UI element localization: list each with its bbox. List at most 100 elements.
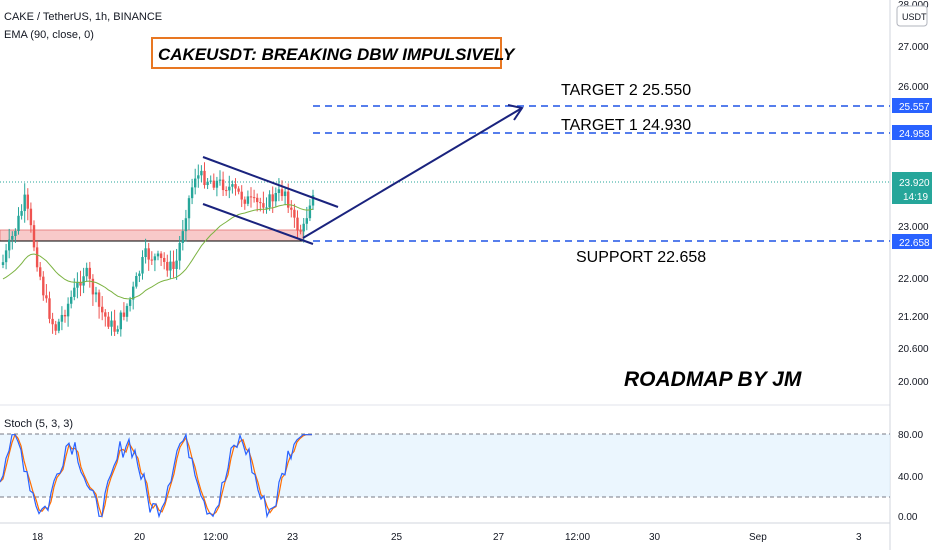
candle-body (246, 196, 250, 204)
candle-body (311, 195, 315, 206)
candle-body (1, 262, 5, 265)
candle-body (203, 170, 206, 186)
projection-arrowhead (507, 104, 524, 121)
candle-body (135, 276, 138, 287)
time-tick: 20 (134, 532, 146, 543)
candle-body (172, 261, 175, 269)
candle-body (243, 199, 246, 204)
time-tick: 25 (391, 532, 403, 543)
candle-body (104, 312, 107, 317)
candle-body (39, 267, 42, 277)
channel-upper-line[interactable] (202, 156, 339, 208)
candle-body (156, 253, 160, 257)
price-tick: 22.000 (898, 274, 929, 285)
candle-body (209, 180, 212, 182)
projection-arrow-line[interactable] (302, 107, 523, 239)
candle-body (262, 203, 265, 208)
candle-body (70, 296, 73, 304)
candle-body (51, 318, 54, 325)
candle-body (215, 180, 219, 188)
candle-body (256, 197, 259, 203)
price-tick: 26.000 (898, 82, 929, 93)
candle-body (178, 242, 181, 261)
candle-body (293, 209, 296, 218)
currency-badge[interactable] (896, 5, 928, 27)
candle-body (175, 260, 178, 269)
time-tick: 12:00 (565, 532, 590, 543)
candle-body (125, 305, 129, 317)
candle-body (23, 194, 26, 212)
current-price-badge-text: 23.920 (899, 178, 930, 189)
currency-badge-text: USDT (902, 12, 927, 22)
title-box[interactable] (151, 37, 502, 69)
candle-body (240, 191, 243, 200)
symbol-legend[interactable]: CAKE / TetherUS, 1h, BINANCE (4, 11, 162, 23)
candle-body (60, 314, 64, 322)
channel-lower-line[interactable] (202, 203, 314, 245)
candle-body (20, 211, 23, 216)
stoch-legend[interactable]: Stoch (5, 3, 3) (4, 418, 73, 430)
support-label: SUPPORT 22.658 (576, 249, 706, 266)
time-tick: 12:00 (203, 532, 228, 543)
candle-body (212, 180, 215, 188)
candle-body (91, 278, 95, 295)
candle-body (66, 303, 70, 317)
candle-body (88, 267, 91, 279)
candle-body (166, 261, 169, 271)
time-axis[interactable]: 18 20 12:00 23 25 27 12:00 30 Sep 3 (32, 532, 862, 543)
candle-body (141, 257, 144, 274)
target1-price-badge-text: 24.958 (899, 129, 930, 140)
stoch-tick: 0.00 (898, 512, 918, 523)
candle-body (14, 231, 17, 237)
candle-body (290, 207, 293, 210)
support-price-badge (892, 234, 932, 249)
candle-body (48, 298, 51, 319)
candle-body (249, 196, 253, 198)
candle-body (128, 299, 132, 306)
candle-body (29, 208, 33, 226)
candle-body (17, 215, 20, 232)
price-tick: 21.200 (898, 312, 929, 323)
candle-body (119, 312, 122, 330)
candle-body (302, 223, 305, 232)
ema-legend[interactable]: EMA (90, close, 0) (4, 29, 94, 41)
candle-body (299, 230, 302, 232)
time-tick: 18 (32, 532, 44, 543)
candle-body (280, 189, 284, 197)
candle-body (225, 190, 228, 192)
candle-body (287, 191, 290, 208)
candle-body (190, 187, 194, 199)
candle-body (107, 316, 110, 327)
target1-label: TARGET 1 24.930 (561, 117, 691, 134)
candle-body (116, 329, 119, 332)
target2-price-badge-text: 25.557 (899, 102, 930, 113)
candle-body (32, 225, 36, 248)
candle-body (271, 194, 274, 202)
candle-body (8, 239, 11, 251)
candle-body (73, 287, 76, 297)
candle-body (283, 191, 287, 197)
candle-body (94, 292, 98, 295)
candle-body (228, 186, 231, 191)
candle-body (184, 218, 188, 232)
candle-body (144, 248, 147, 258)
candle-body (277, 189, 281, 193)
candle-body (150, 259, 153, 261)
candle-body (85, 267, 88, 277)
price-tick: 20.600 (898, 344, 929, 355)
candle-body (259, 202, 262, 204)
candle-body (197, 175, 200, 179)
target2-price-badge (892, 98, 932, 113)
candle-body (132, 286, 135, 300)
candle-body (268, 194, 271, 208)
candle-body (163, 257, 166, 262)
candle-body (265, 207, 268, 209)
candle-body (218, 179, 222, 181)
candle-body (194, 178, 197, 188)
author-label: ROADMAP BY JM (624, 368, 802, 391)
support-zone (0, 229, 304, 242)
candle-body (45, 295, 48, 299)
candle-body (169, 261, 172, 271)
candle-body (234, 184, 237, 189)
